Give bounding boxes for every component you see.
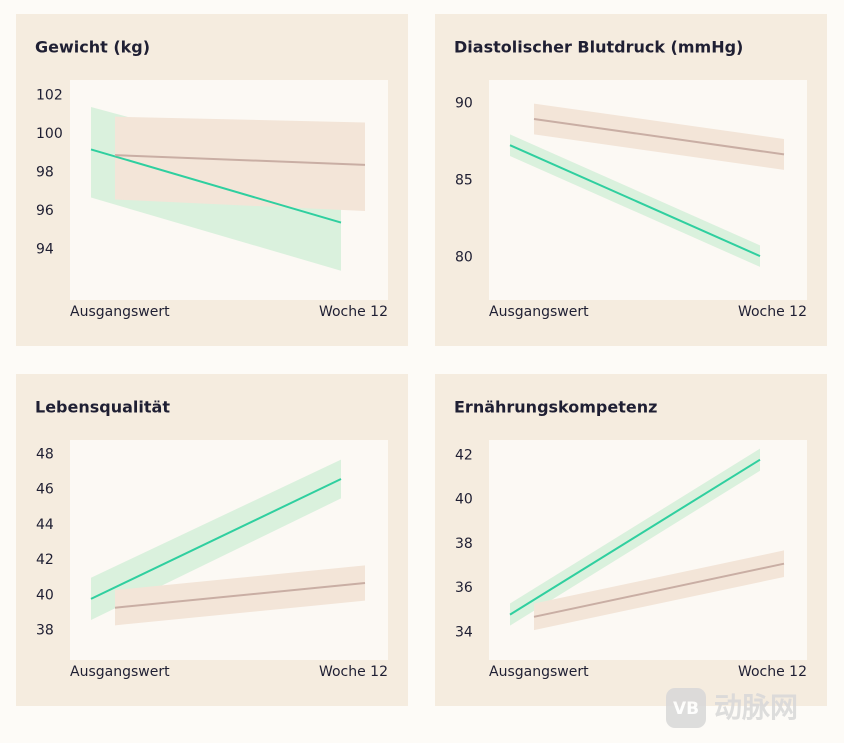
x-tick-label: Ausgangswert (70, 304, 170, 320)
y-tick-label: 98 (36, 165, 54, 181)
chart-title: Lebensqualität (35, 398, 170, 417)
x-tick-label: Ausgangswert (70, 664, 170, 680)
x-tick-label: Woche 12 (738, 304, 807, 320)
y-tick-label: 42 (455, 447, 473, 463)
watermark-logo-box (666, 688, 706, 728)
trend-line (114, 582, 366, 609)
trend-line (533, 562, 785, 618)
y-tick-label: 80 (455, 250, 473, 266)
trend-line (90, 478, 342, 600)
y-tick-label: 40 (36, 587, 54, 603)
y-tick-label: 46 (36, 482, 54, 498)
y-tick-label: 85 (455, 173, 473, 189)
trend-line (509, 458, 761, 616)
y-tick-label: 40 (455, 492, 473, 508)
chart-panel: Ernährungskompetenz 42 40 38 36 34 Ausgangswer… (435, 374, 827, 706)
y-tick-label: 90 (455, 96, 473, 112)
chart-panel: Diastolischer Blutdruck (mmHg) 90 85 80 Ausg… (435, 14, 827, 346)
chart-title: Gewicht (kg) (35, 38, 150, 57)
y-tick-label: 100 (36, 126, 63, 142)
x-tick-label: Woche 12 (319, 304, 388, 320)
trend-line (509, 144, 761, 258)
y-tick-label: 102 (36, 87, 63, 103)
watermark: VB 动脉网 (666, 688, 798, 728)
y-tick-label: 38 (36, 623, 54, 639)
x-tick-label: Woche 12 (319, 664, 388, 680)
watermark-text: 动脉网 (714, 691, 798, 724)
chart-panel: Lebensqualität 48 46 44 42 40 38 Ausgangswert Wo… (16, 374, 408, 706)
confidence-band (115, 116, 365, 212)
trend-line (114, 154, 366, 166)
x-tick-label: Ausgangswert (489, 304, 589, 320)
chart-title: Diastolischer Blutdruck (mmHg) (454, 38, 743, 57)
trend-line (90, 148, 342, 224)
y-tick-label: 42 (36, 552, 54, 568)
chart-title: Ernährungskompetenz (454, 398, 657, 417)
y-tick-label: 34 (455, 624, 473, 640)
y-tick-label: 96 (36, 203, 54, 219)
y-tick-label: 38 (455, 536, 473, 552)
y-tick-label: 48 (36, 446, 54, 462)
chart-panel: Gewicht (kg) 102 100 98 96 94 Ausgangswert Woch… (16, 14, 408, 346)
y-tick-label: 44 (36, 517, 54, 533)
y-tick-label: 94 (36, 242, 54, 258)
y-tick-label: 36 (455, 580, 473, 596)
x-tick-label: Ausgangswert (489, 664, 589, 680)
trend-line (533, 117, 785, 156)
x-tick-label: Woche 12 (738, 664, 807, 680)
watermark-logo: VB (673, 699, 699, 719)
